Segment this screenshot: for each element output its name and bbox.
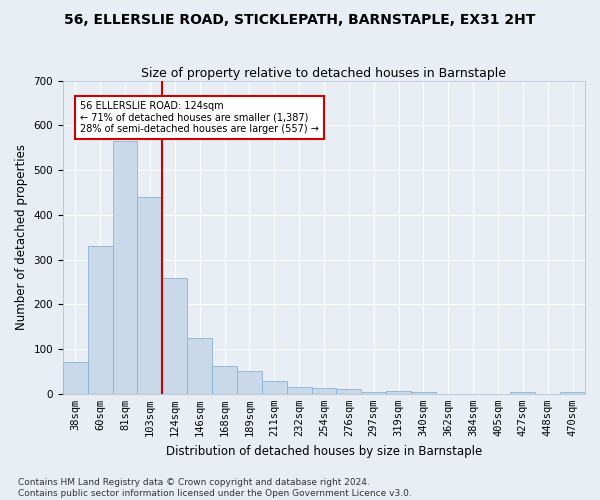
- Bar: [113, 141, 137, 394]
- Text: 56 ELLERSLIE ROAD: 124sqm
← 71% of detached houses are smaller (1,387)
28% of se: 56 ELLERSLIE ROAD: 124sqm ← 71% of detac…: [80, 101, 319, 134]
- Y-axis label: Number of detached properties: Number of detached properties: [15, 144, 28, 330]
- Bar: [63, 362, 88, 394]
- Bar: [262, 382, 287, 394]
- Bar: [411, 392, 436, 394]
- Bar: [361, 392, 386, 394]
- Bar: [386, 391, 411, 394]
- Bar: [311, 388, 337, 394]
- Bar: [163, 278, 187, 394]
- Bar: [287, 387, 311, 394]
- Bar: [511, 392, 535, 394]
- Title: Size of property relative to detached houses in Barnstaple: Size of property relative to detached ho…: [142, 66, 506, 80]
- Bar: [212, 366, 237, 394]
- Bar: [560, 392, 585, 394]
- X-axis label: Distribution of detached houses by size in Barnstaple: Distribution of detached houses by size …: [166, 444, 482, 458]
- Bar: [237, 370, 262, 394]
- Bar: [187, 338, 212, 394]
- Bar: [337, 389, 361, 394]
- Bar: [137, 197, 163, 394]
- Text: 56, ELLERSLIE ROAD, STICKLEPATH, BARNSTAPLE, EX31 2HT: 56, ELLERSLIE ROAD, STICKLEPATH, BARNSTA…: [64, 12, 536, 26]
- Text: Contains HM Land Registry data © Crown copyright and database right 2024.
Contai: Contains HM Land Registry data © Crown c…: [18, 478, 412, 498]
- Bar: [88, 246, 113, 394]
